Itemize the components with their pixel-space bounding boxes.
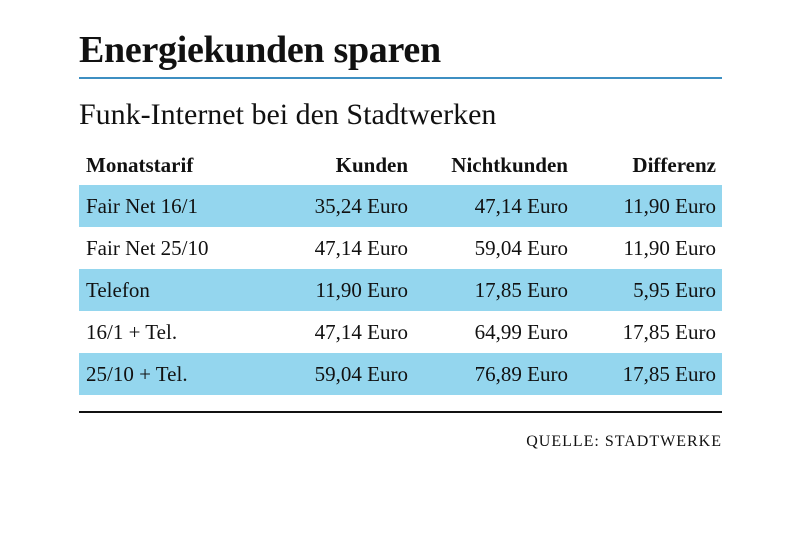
table-cell: 11,90 Euro [574,185,722,227]
table-cell: 17,85 Euro [574,353,722,395]
source-credit: QUELLE: STADTWERKE [526,433,722,450]
table-cell: 59,04 Euro [414,227,574,269]
table-cell: 16/1 + Tel. [79,311,282,353]
table-cell: 25/10 + Tel. [79,353,282,395]
infographic: Energiekunden sparen Funk-Internet bei d… [79,26,722,451]
table-cell: 11,90 Euro [282,269,414,311]
bottom-divider [79,411,722,413]
column-header-differenz: Differenz [632,152,716,177]
table-cell: Fair Net 25/10 [79,227,282,269]
column-header-nichtkunden: Nichtkunden [451,152,568,177]
table-row: Fair Net 25/10 47,14 Euro 59,04 Euro 11,… [79,227,722,269]
table-cell: 11,90 Euro [574,227,722,269]
table-cell: 17,85 Euro [414,269,574,311]
table-row: Telefon 11,90 Euro 17,85 Euro 5,95 Euro [79,269,722,311]
column-header-kunden: Kunden [335,152,408,177]
table-cell: 17,85 Euro [574,311,722,353]
tariff-table: Monatstarif Kunden Nichtkunden Differenz… [79,145,722,395]
table-cell: 76,89 Euro [414,353,574,395]
table-cell: 47,14 Euro [282,311,414,353]
column-header-monatstarif: Monatstarif [86,152,194,177]
table-cell: 47,14 Euro [282,227,414,269]
table-cell: 35,24 Euro [282,185,414,227]
table-row: 16/1 + Tel. 47,14 Euro 64,99 Euro 17,85 … [79,311,722,353]
table-header-row: Monatstarif Kunden Nichtkunden Differenz [79,145,722,185]
table-cell: 59,04 Euro [282,353,414,395]
table-cell: 64,99 Euro [414,311,574,353]
page-title: Energiekunden sparen [79,29,441,71]
table-row: Fair Net 16/1 35,24 Euro 47,14 Euro 11,9… [79,185,722,227]
table-row: 25/10 + Tel. 59,04 Euro 76,89 Euro 17,85… [79,353,722,395]
table-cell: Telefon [79,269,282,311]
table-cell: 5,95 Euro [574,269,722,311]
table-cell: Fair Net 16/1 [79,185,282,227]
table-cell: 47,14 Euro [414,185,574,227]
subtitle: Funk-Internet bei den Stadtwerken [79,98,497,131]
title-divider [79,77,722,79]
